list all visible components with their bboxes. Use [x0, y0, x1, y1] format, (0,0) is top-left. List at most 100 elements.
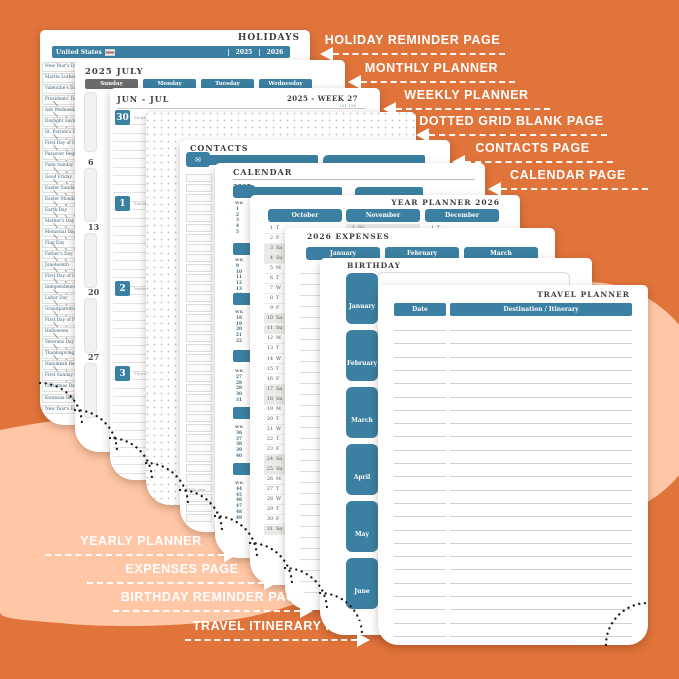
travel-date-line — [394, 449, 446, 451]
day-letter: W — [276, 426, 281, 432]
month-button-march: March — [464, 247, 538, 260]
week-date: 6 — [88, 157, 94, 167]
travel-itinerary-line — [450, 556, 632, 558]
week-number: 11 — [236, 275, 242, 281]
month-week-cell — [84, 298, 97, 353]
travel-date-line — [394, 383, 446, 385]
schedule-line — [113, 175, 146, 176]
callout-label: YEARLY PLANNER — [80, 534, 202, 548]
day-letter: T — [276, 416, 280, 422]
dashed-leader-line — [501, 188, 648, 190]
day-letter: W — [276, 356, 281, 362]
week-number: 13 — [236, 286, 242, 292]
weekly-day-name: Thursday — [134, 371, 153, 376]
holiday-row: First Day of Summer — [42, 271, 76, 282]
travel-itinerary-line — [450, 489, 632, 491]
weekly-date-box: 2 — [115, 281, 130, 296]
travel-date-line — [394, 330, 446, 331]
holiday-row: Easter Sunday — [42, 183, 76, 194]
weekly-date-box: 3 — [115, 366, 130, 381]
week-number: 5 — [236, 229, 239, 235]
day-number: 15 — [266, 366, 273, 372]
travel-date-line — [394, 609, 446, 611]
travel-itinerary-line — [450, 529, 632, 531]
contact-field — [186, 514, 212, 522]
day-number: 13 — [266, 346, 273, 352]
week-number: 10 — [236, 269, 242, 275]
day-number: 25 — [266, 467, 273, 473]
country-bar: United States 2025 2026 — [52, 46, 290, 58]
month-tab-stub — [233, 293, 253, 305]
month-tab-stub — [233, 243, 253, 255]
callout-yearly-planner: YEARLY PLANNER — [45, 534, 237, 562]
day-letter: Sa — [276, 527, 283, 533]
travel-destination-header: Destination / Itinerary — [450, 303, 632, 316]
day-number: 5 — [269, 266, 273, 272]
travel-date-line — [394, 596, 446, 597]
day-header-monday: Monday — [143, 79, 196, 89]
month-button-december: December — [425, 209, 499, 222]
travel-date-header: Date — [394, 303, 446, 316]
month-week-cell — [84, 233, 97, 288]
day-number: 24 — [266, 457, 273, 463]
travel-date-line — [394, 516, 446, 518]
day-letter: T — [276, 436, 280, 442]
week-date: 20 — [88, 287, 100, 297]
week-date: 13 — [88, 222, 100, 232]
schedule-line — [113, 217, 146, 219]
contact-field — [186, 234, 212, 242]
schedule-line — [113, 302, 146, 304]
holiday-row: Good Friday — [42, 172, 76, 182]
schedule-line — [113, 345, 146, 346]
contact-field — [186, 364, 212, 372]
contact-phone-bar — [323, 155, 425, 165]
month-button-february: February — [385, 247, 459, 260]
week-number: 19 — [236, 321, 242, 327]
day-letter: F — [276, 446, 280, 452]
schedule-line — [113, 464, 146, 465]
wk-label: WK — [235, 257, 244, 262]
day-number: 19 — [266, 406, 273, 412]
contact-field — [186, 464, 212, 472]
contact-field — [186, 424, 212, 432]
day-letter: Su — [276, 326, 283, 332]
callout-label: DOTTED GRID BLANK PAGE — [419, 114, 604, 128]
birthday-month-january: January — [346, 273, 378, 324]
week-number: 39 — [236, 448, 242, 454]
day-letter: Sa — [276, 386, 283, 392]
holiday-row: Veterans Day — [42, 338, 76, 348]
week-number: 46 — [236, 498, 242, 504]
week-number: 20 — [236, 327, 242, 333]
holiday-row: Halloween — [42, 327, 76, 337]
travel-title: TRAVEL PLANNER — [537, 290, 630, 299]
day-number: 9 — [269, 306, 273, 312]
day-letter: F — [276, 306, 280, 312]
day-number: 14 — [266, 356, 273, 362]
schedule-line — [113, 132, 146, 134]
travel-date-line — [394, 489, 446, 491]
holiday-row: Daylight Saving Begins — [42, 117, 76, 127]
dashed-leader-line — [45, 554, 224, 556]
holiday-row: Mother's Day — [42, 216, 76, 227]
schedule-line — [113, 141, 146, 142]
day-letter: T — [276, 276, 280, 282]
travel-itinerary-line — [450, 502, 632, 504]
travel-date-line — [394, 582, 446, 584]
week-number: 37 — [236, 436, 242, 442]
schedule-line — [113, 268, 146, 270]
holiday-row: Thanksgiving Day — [42, 349, 76, 359]
day-letter: F — [276, 517, 280, 523]
day-letter: Sa — [276, 457, 283, 463]
week-number: 40 — [236, 453, 242, 459]
schedule-line — [113, 353, 146, 355]
contact-field — [186, 304, 212, 312]
page-travel-planner: TRAVEL PLANNER Date Destination / Itiner… — [378, 285, 648, 645]
day-letter: Sa — [276, 245, 283, 251]
contact-field — [186, 224, 212, 232]
arrow-left-icon — [488, 182, 501, 196]
calendar-month-bar-1 — [233, 187, 342, 197]
contact-field — [186, 204, 212, 212]
year-column-2026: 2026 — [259, 48, 290, 56]
holiday-row: First Day of Fall — [42, 316, 76, 326]
